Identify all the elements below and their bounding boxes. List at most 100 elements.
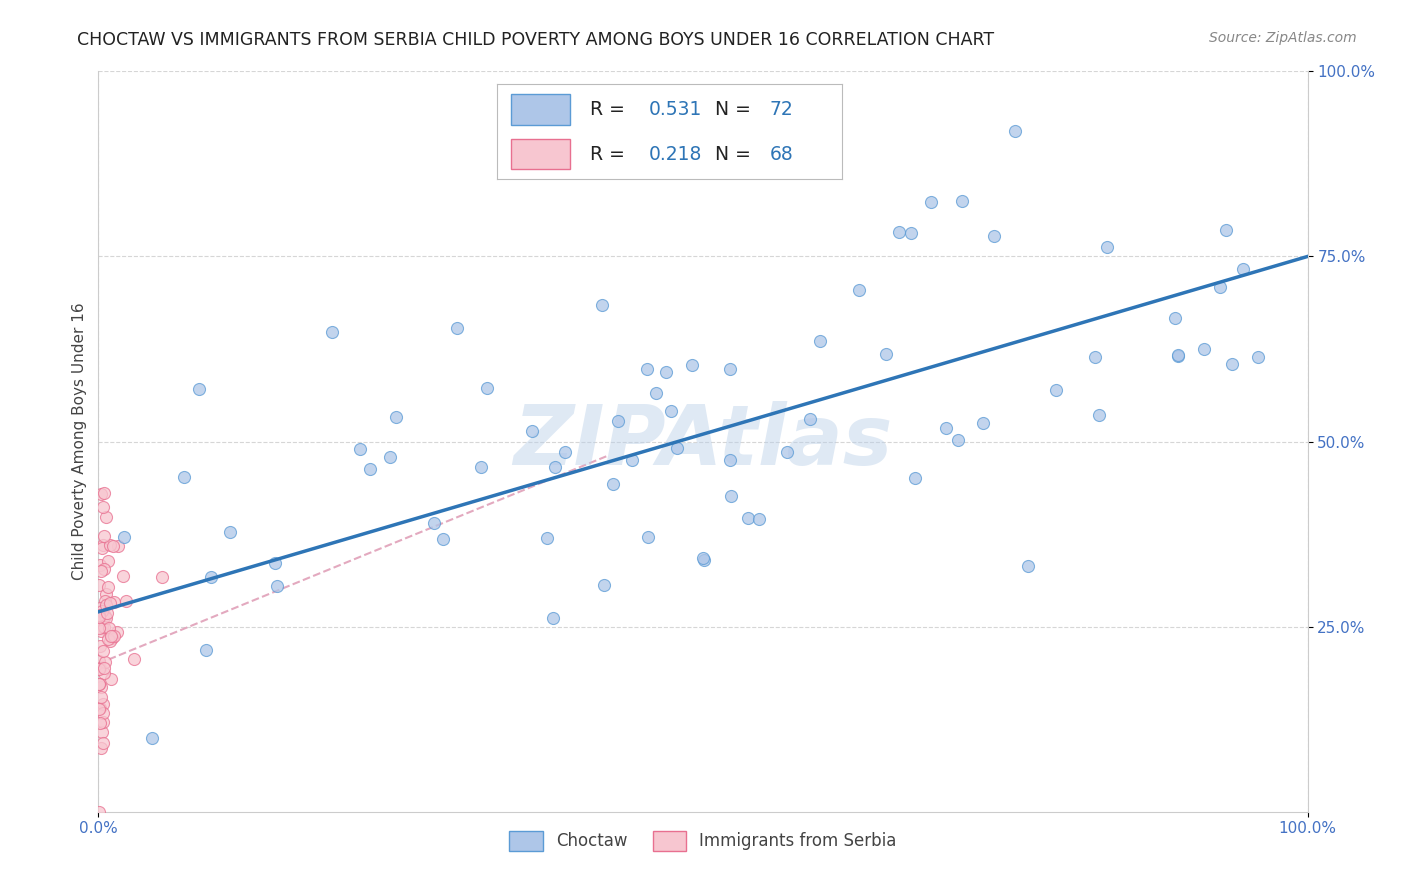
Point (89, 702, 111, 716)
Point (665, 441, 688, 455)
Point (91, 500, 114, 515)
Point (541, 611, 564, 625)
Point (720, 490, 742, 504)
Point (87, 621, 110, 635)
Point (748, 512, 770, 526)
Point (263, 556, 285, 570)
Point (93, 562, 115, 576)
Point (103, 629, 125, 643)
Point (889, 225, 911, 239)
Point (89, 600, 111, 615)
Point (94, 510, 117, 524)
Point (93, 661, 115, 675)
Point (94, 655, 117, 669)
Point (90, 681, 112, 695)
Point (1045, 383, 1067, 397)
Point (935, 421, 957, 435)
Point (188, 382, 211, 396)
Point (904, 471, 927, 485)
Point (93, 620, 115, 634)
Point (97, 632, 120, 646)
Point (799, 412, 821, 426)
Point (94, 611, 117, 625)
Point (93, 736, 115, 750)
Point (1164, 311, 1187, 326)
Point (89, 690, 111, 704)
Point (470, 460, 492, 475)
Point (91, 619, 114, 633)
Point (94, 587, 117, 601)
Point (808, 334, 831, 348)
Point (98, 621, 121, 635)
Point (112, 530, 135, 544)
Point (718, 362, 741, 376)
Point (384, 409, 406, 424)
Point (1167, 348, 1189, 362)
Point (97, 580, 120, 594)
Point (98, 596, 121, 610)
Point (101, 540, 124, 554)
Point (1097, 240, 1119, 254)
Point (200, 570, 222, 584)
Point (101, 631, 124, 645)
Point (983, 229, 1005, 244)
Point (90, 741, 112, 756)
Point (1192, 342, 1215, 356)
Text: ZIPAtlas: ZIPAtlas (513, 401, 893, 482)
Point (91, 538, 114, 552)
Y-axis label: Child Poverty Among Boys Under 16: Child Poverty Among Boys Under 16 (72, 302, 87, 581)
Point (150, 570, 173, 584)
Point (89, 716, 111, 731)
Point (87, 578, 110, 592)
Point (218, 524, 240, 539)
Point (91, 698, 114, 712)
Point (91, 644, 114, 658)
Point (554, 445, 576, 459)
Point (90, 604, 112, 618)
Point (87, 805, 110, 819)
Point (90, 725, 112, 739)
Point (1247, 351, 1270, 365)
Point (141, 731, 163, 745)
Point (115, 594, 138, 608)
Point (90, 624, 112, 639)
Point (87, 609, 110, 624)
Point (718, 453, 741, 467)
Point (620, 452, 643, 467)
Point (98, 538, 121, 552)
Point (89, 558, 111, 572)
Point (91, 541, 114, 556)
Point (848, 283, 870, 297)
Point (87, 654, 110, 668)
Point (737, 511, 759, 525)
Point (94, 608, 117, 623)
Point (349, 442, 371, 456)
Point (93, 529, 115, 543)
Point (920, 195, 942, 210)
Point (776, 445, 799, 459)
Point (103, 595, 125, 609)
Point (98, 634, 121, 648)
Point (606, 414, 628, 428)
Point (602, 476, 624, 491)
Point (636, 361, 658, 376)
Point (89, 662, 111, 676)
Point (90, 486, 112, 500)
Point (1215, 223, 1237, 237)
Point (122, 652, 145, 666)
Point (173, 469, 195, 483)
Point (195, 642, 218, 657)
Point (91, 612, 114, 626)
Point (378, 450, 401, 464)
Point (93, 706, 115, 721)
Point (91, 714, 114, 729)
Point (900, 226, 922, 240)
Point (544, 459, 567, 474)
Point (94, 598, 117, 612)
Point (89, 639, 111, 653)
Point (93, 594, 115, 608)
Point (93, 486, 115, 500)
Point (93, 666, 115, 681)
Point (97, 554, 120, 568)
Point (1017, 559, 1039, 574)
